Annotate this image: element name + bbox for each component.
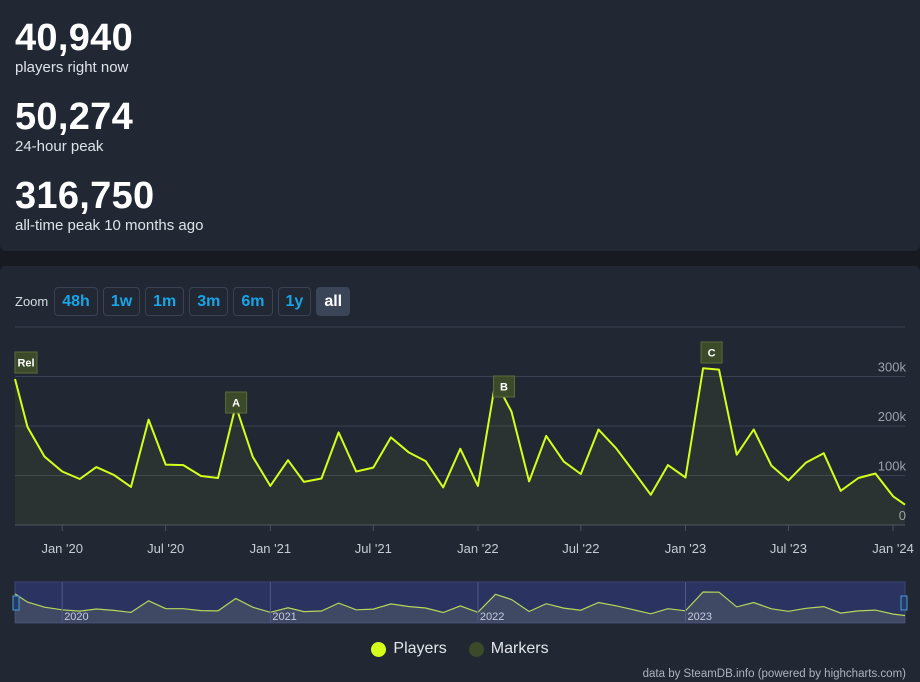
marker-label: Rel [17,358,34,370]
legend-players-label: Players [393,640,447,657]
x-tick-label: Jul '23 [770,541,807,556]
all-time-peak-value: 316,750 [15,175,155,217]
navigator-year-label: 2022 [480,611,504,623]
zoom-button-6m[interactable]: 6m [233,287,273,316]
x-tick-label: Jan '24 [872,541,914,556]
current-players-stat: 40,940 players right now [15,18,133,76]
marker-flag [14,351,38,374]
x-tick-label: Jul '22 [562,541,599,556]
legend-markers[interactable]: Markers [468,640,549,658]
x-tick-label: Jan '21 [250,541,292,556]
navigator-year-label: 2020 [64,611,88,623]
navigator-series-line [14,591,906,617]
marker-label: A [232,398,240,410]
legend-markers-label: Markers [490,640,549,657]
navigator-handle[interactable] [900,595,908,611]
marker-flag [700,341,723,364]
zoom-label: Zoom [15,294,49,309]
legend-players[interactable]: Players [371,640,447,658]
chart-credits[interactable]: data by SteamDB.info (powered by highcha… [642,668,906,680]
players-dot-icon [371,641,387,657]
markers-dot-icon [468,641,484,657]
x-tick-label: Jan '22 [457,541,499,556]
day-peak-value: 50,274 [15,96,134,138]
y-tick-label: 200k [878,409,907,424]
stats-panel: 40,940 players right now 50,274 24-hour … [0,0,920,251]
navigator-year-label: 2021 [272,611,296,623]
navigator-year-label: 2023 [687,611,711,623]
marker-label: C [708,348,716,360]
marker-label: B [500,382,508,394]
chart-legend: Players Markers [0,640,920,658]
all-time-peak-stat: 316,750 all-time peak 10 months ago [15,176,203,234]
x-tick-label: Jan '23 [665,541,707,556]
zoom-button-48h[interactable]: 48h [54,287,98,316]
current-players-label: players right now [15,59,129,76]
day-peak-stat: 50,274 24-hour peak [15,97,133,155]
all-time-peak-label: all-time peak 10 months ago [15,217,204,234]
zoom-button-all[interactable]: all [316,287,351,316]
navigator-handle[interactable] [12,595,20,611]
zoom-controls: Zoom 48h 1w 1m 3m 6m 1y all [15,287,355,316]
marker-flag [493,375,516,398]
current-players-value: 40,940 [15,17,134,59]
zoom-button-1y[interactable]: 1y [277,287,312,316]
y-tick-label: 300k [878,360,907,375]
y-tick-label: 0 [899,508,906,523]
day-peak-label: 24-hour peak [15,138,104,155]
player-chart[interactable]: 0 100k 200k 300k Jan '20 Jul '20 Jan '21 Jul '2… [0,266,920,682]
marker-flag [225,391,248,414]
x-tick-label: Jan '20 [41,541,83,556]
x-tick-label: Jul '21 [355,541,392,556]
zoom-button-1w[interactable]: 1w [102,287,141,316]
zoom-button-1m[interactable]: 1m [145,287,185,316]
x-tick-label: Jul '20 [147,541,184,556]
y-tick-label: 100k [878,459,907,474]
players-series-line [14,367,906,506]
zoom-button-3m[interactable]: 3m [189,287,229,316]
players-area [15,368,905,525]
chart-panel: 0 100k 200k 300k Jan '20 Jul '20 Jan '21 Jul '2… [0,266,920,682]
